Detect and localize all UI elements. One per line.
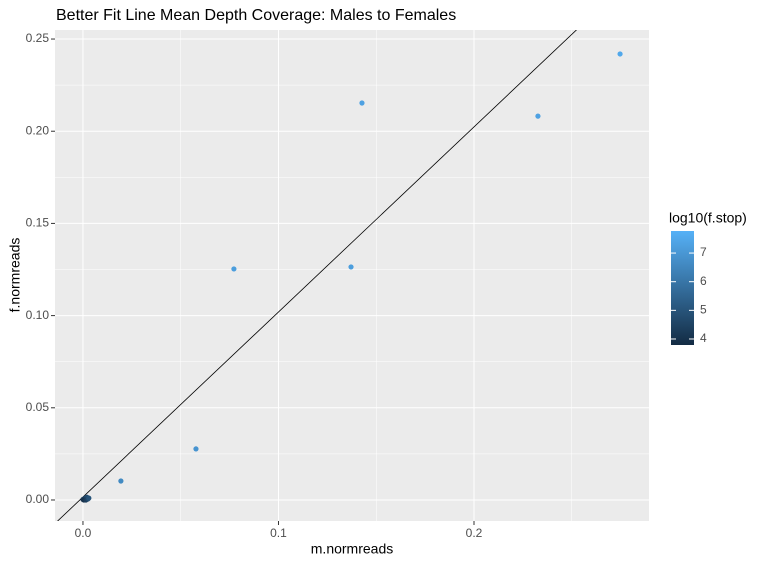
legend-title: log10(f.stop) <box>669 210 747 226</box>
point <box>231 266 237 272</box>
y-tick-label: 0.05 <box>26 400 50 414</box>
y-axis-title: f.normreads <box>7 238 23 313</box>
colorbar <box>671 231 694 345</box>
y-tick-label: 0.10 <box>26 308 50 322</box>
point <box>86 495 92 501</box>
x-tick-label: 0.2 <box>466 526 483 540</box>
point <box>118 478 124 484</box>
point <box>617 51 623 57</box>
colorbar-label: 6 <box>700 274 707 288</box>
x-tick-label: 0.1 <box>270 526 287 540</box>
colorbar-label: 4 <box>700 331 707 345</box>
y-tick-label: 0.00 <box>26 492 50 506</box>
y-tick-label: 0.15 <box>26 216 50 230</box>
point <box>535 113 541 119</box>
point <box>348 264 354 270</box>
chart-title: Better Fit Line Mean Depth Coverage: Mal… <box>56 7 456 24</box>
colorbar-label: 5 <box>700 303 707 317</box>
point <box>359 100 365 106</box>
y-tick-label: 0.25 <box>26 31 50 45</box>
grid <box>55 30 649 521</box>
x-axis-title: m.normreads <box>311 541 393 557</box>
x-tick-label: 0.0 <box>75 526 92 540</box>
marks <box>57 30 623 521</box>
panel <box>55 30 649 521</box>
colorbar-label: 7 <box>700 245 707 259</box>
y-tick-label: 0.20 <box>26 123 50 137</box>
fit-line <box>57 30 577 521</box>
point <box>193 446 199 452</box>
